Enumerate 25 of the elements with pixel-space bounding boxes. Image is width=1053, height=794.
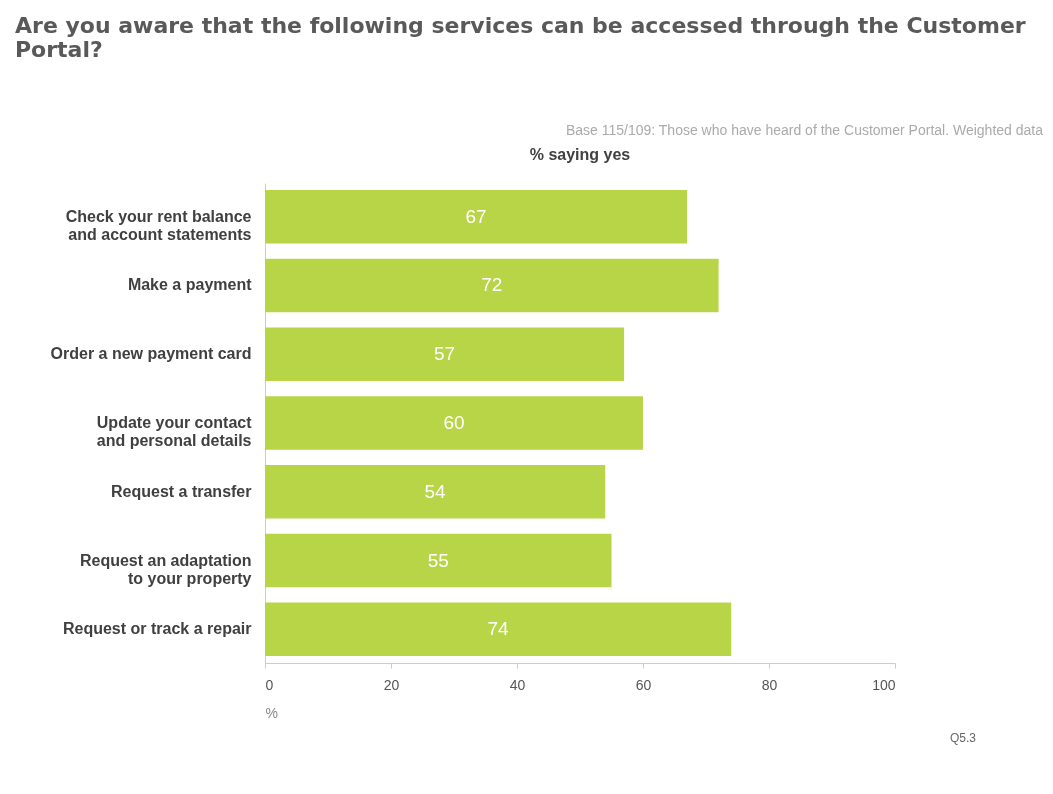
x-tick-label: 20 — [383, 676, 400, 693]
y-tick-label: Make a payment — [127, 276, 253, 294]
text: Q5.3 — [950, 731, 977, 745]
text: % saying yes — [529, 146, 631, 163]
x-tick-label: 100 — [872, 676, 896, 693]
y-tick-label: Update your contact and personal details — [96, 414, 253, 449]
data-label: 74 — [487, 618, 510, 640]
data-label: 54 — [424, 480, 447, 502]
x-tick-label: 80 — [761, 676, 778, 693]
chart-subtitle: Base 115/109: Those who have heard of the Customer Portal. Weighted data — [565, 122, 1044, 138]
y-tick-label: Order a new payment card — [50, 345, 252, 363]
data-label: 55 — [427, 549, 449, 571]
y-tick-label: Request an adaptation to your property — [79, 551, 252, 587]
data-label: 72 — [481, 274, 503, 296]
data-label: 60 — [443, 412, 465, 433]
data-label: 57 — [433, 343, 456, 365]
y-tick-label: Request a transfer — [111, 482, 252, 500]
data-label: 67 — [465, 205, 487, 227]
y-tick-label: Check your rent balance and account statements — [65, 207, 252, 243]
x-tick-label: 0 — [265, 676, 274, 693]
chart-title: Are you aware that the following services can be accessed through the Customer Portal? — [15, 13, 1026, 62]
x-axis-title: % — [265, 704, 278, 721]
x-tick-label: 40 — [509, 676, 526, 693]
y-tick-label: Request or track a repair — [62, 620, 252, 638]
x-tick-label: 60 — [635, 676, 652, 693]
